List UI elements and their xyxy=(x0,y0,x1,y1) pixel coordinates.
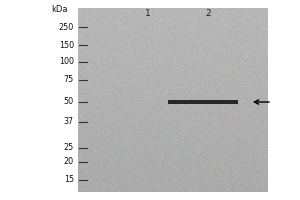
Text: 25: 25 xyxy=(64,144,74,152)
Text: 20: 20 xyxy=(64,158,74,166)
Text: 2: 2 xyxy=(205,9,211,19)
Text: kDa: kDa xyxy=(52,5,68,15)
Text: 37: 37 xyxy=(64,117,74,127)
Text: 100: 100 xyxy=(59,58,74,66)
Text: 150: 150 xyxy=(59,40,74,49)
Text: 1: 1 xyxy=(145,9,151,19)
Text: 50: 50 xyxy=(64,98,74,106)
Text: 75: 75 xyxy=(64,75,74,84)
Text: 15: 15 xyxy=(64,176,74,184)
Text: 250: 250 xyxy=(59,22,74,31)
Bar xyxy=(168,100,238,104)
